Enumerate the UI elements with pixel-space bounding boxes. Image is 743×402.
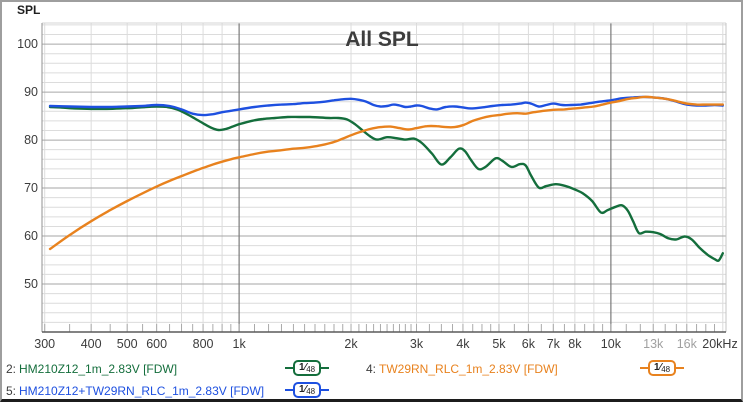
y-axis-tick-label: 60 — [24, 229, 38, 243]
x-axis-tick-label: 4k — [456, 337, 470, 351]
smoothing-fraction: 1 ⁄ 48 — [648, 360, 677, 376]
legend-series-number: 2: — [6, 362, 17, 376]
y-axis-tick-label: 100 — [17, 37, 38, 51]
x-axis-tick-label: 400 — [81, 337, 102, 351]
x-axis-tick-label: 16k — [677, 337, 698, 351]
legend-item-hm210z12[interactable]: 2: HM210Z12_1m_2.83V [FDW] — [6, 362, 177, 376]
legend-line-right — [321, 367, 330, 369]
x-axis-tick-label: 5k — [492, 337, 506, 351]
legend-series-number: 4: — [366, 362, 377, 376]
x-axis-tick-label: 8k — [568, 337, 582, 351]
legend-line-right — [676, 367, 685, 369]
legend-item-sum[interactable]: 5: HM210Z12+TW29RN_RLC_1m_2.83V [FDW] — [6, 384, 264, 398]
smoothing-badge-hm210z12[interactable]: 1 ⁄ 48 — [285, 360, 330, 376]
smoothing-badge-tw29rn[interactable]: 1 ⁄ 48 — [640, 360, 685, 376]
x-axis-tick-label: 800 — [193, 337, 214, 351]
x-axis-tick-label: 500 — [117, 337, 138, 351]
x-axis-tick-label: 10k — [601, 337, 622, 351]
x-axis-tick-label: 2k — [344, 337, 358, 351]
legend-series-number: 5: — [6, 384, 17, 398]
x-axis-tick-label: 20kHz — [702, 337, 737, 351]
smoothing-fraction: 1 ⁄ 48 — [293, 360, 322, 376]
legend-line-left — [285, 367, 293, 369]
x-axis-tick-label: 300 — [34, 337, 55, 351]
x-axis-tick-label: 7k — [547, 337, 561, 351]
legend-line-left — [285, 389, 293, 391]
x-axis-tick-label: 13k — [643, 337, 664, 351]
series-curve-tw29rn-rlc[interactable] — [48, 95, 724, 251]
legend-line-right — [321, 389, 330, 391]
legend-item-tw29rn[interactable]: 4: TW29RN_RLC_1m_2.83V [FDW] — [366, 362, 558, 376]
legend-line-left — [640, 367, 648, 369]
smoothing-fraction: 1 ⁄ 48 — [293, 382, 322, 398]
x-axis-tick-label: 600 — [146, 337, 167, 351]
series-curve-hm210z12[interactable] — [48, 105, 724, 263]
y-axis-tick-label: 90 — [24, 85, 38, 99]
legend-series-name: HM210Z12+TW29RN_RLC_1m_2.83V [FDW] — [19, 384, 265, 398]
series-curve-hm210z12-tw29rn-sum[interactable] — [48, 95, 724, 117]
y-axis-tick-label: 50 — [24, 277, 38, 291]
y-axis-tick-label: 80 — [24, 133, 38, 147]
spl-plot-area[interactable]: 50 60 70 80 90 100 300 400 500 600 800 1k 2k 3k 4k 5k 6k… — [2, 2, 743, 354]
y-axis-title: SPL — [17, 3, 41, 17]
legend-series-name: TW29RN_RLC_1m_2.83V [FDW] — [379, 362, 558, 376]
x-axis-tick-label: 1k — [233, 337, 247, 351]
smoothing-badge-sum[interactable]: 1 ⁄ 48 — [285, 382, 330, 398]
legend-series-name: HM210Z12_1m_2.83V [FDW] — [19, 362, 178, 376]
x-axis-tick-label: 3k — [410, 337, 424, 351]
chart-title: All SPL — [345, 28, 419, 51]
x-axis-tick-label: 6k — [522, 337, 536, 351]
y-axis-tick-label: 70 — [24, 181, 38, 195]
